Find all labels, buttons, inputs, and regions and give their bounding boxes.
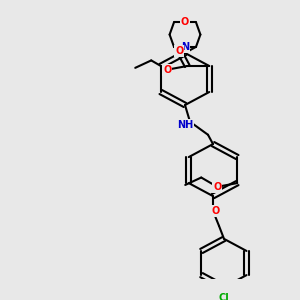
Text: O: O [163, 65, 171, 75]
Text: O: O [213, 182, 221, 192]
Text: O: O [181, 17, 189, 27]
Text: Cl: Cl [219, 293, 230, 300]
Text: N: N [181, 42, 189, 52]
Text: O: O [212, 206, 220, 216]
Text: NH: NH [177, 119, 193, 130]
Text: O: O [175, 46, 183, 56]
